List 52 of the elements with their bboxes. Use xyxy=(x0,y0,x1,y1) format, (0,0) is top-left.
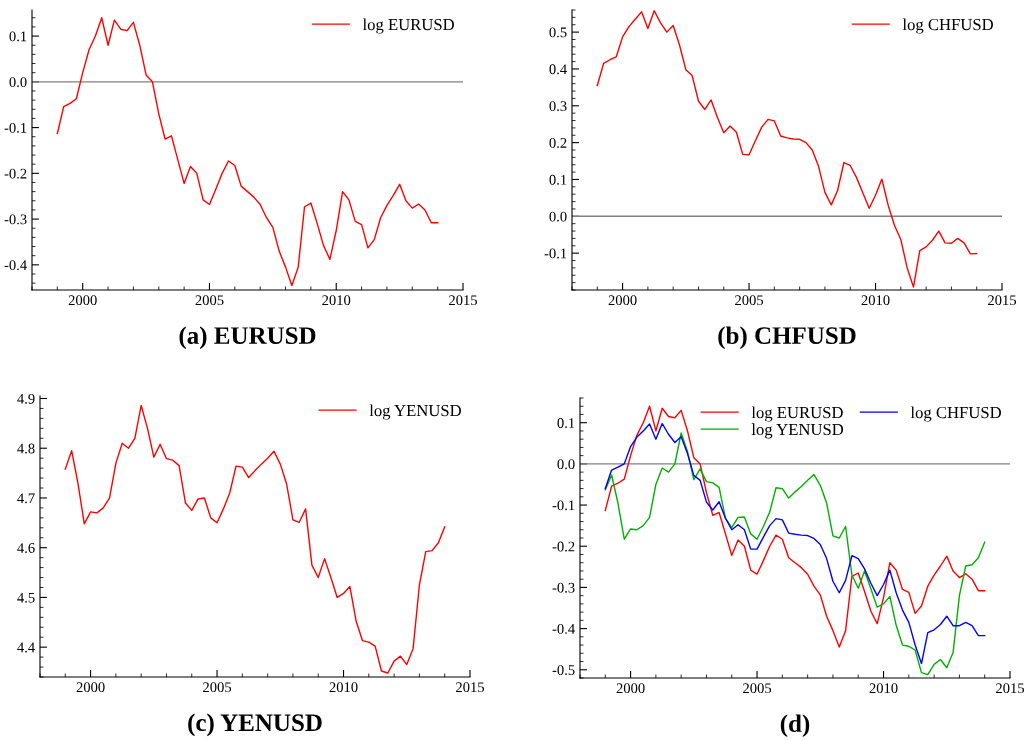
y-tick-label: 4.4 xyxy=(17,642,35,653)
x-tick-label: 2015 xyxy=(996,683,1025,694)
x-tick-label: 2005 xyxy=(735,295,764,306)
x-tick-label: 2005 xyxy=(743,683,772,694)
y-tick-label: 0.2 xyxy=(549,137,567,148)
y-tick-label: 0.0 xyxy=(549,211,567,222)
y-tick-label: 0.3 xyxy=(549,101,567,112)
x-tick-label: 2015 xyxy=(449,295,478,306)
y-tick-label: -0.2 xyxy=(552,541,575,552)
y-tick-label: 4.5 xyxy=(17,592,35,603)
text: (a) EURUSD xyxy=(179,326,316,350)
y-tick-label: -0.1 xyxy=(552,500,575,511)
text: (d) xyxy=(780,714,810,738)
y-tick-label: 0.0 xyxy=(9,77,27,88)
legend-label: log CHFUSD xyxy=(902,18,993,34)
y-tick-label: -0.3 xyxy=(552,582,575,593)
y-tick-label: 0.0 xyxy=(557,459,575,470)
x-tick-label: 2010 xyxy=(329,682,358,693)
x-tick-label: 2000 xyxy=(608,295,637,306)
y-tick-label: 0.1 xyxy=(9,31,27,42)
y-tick-label: -0.4 xyxy=(4,260,27,271)
legend-label: log EURUSD xyxy=(362,18,454,34)
legend-label: log YENUSD xyxy=(751,423,844,439)
x-tick-label: 2005 xyxy=(195,295,224,306)
legend-label: log EURUSD xyxy=(751,406,843,422)
legend-label: log CHFUSD xyxy=(910,406,1001,422)
text: (b) CHFUSD xyxy=(718,326,856,350)
y-tick-label: 0.4 xyxy=(549,64,567,75)
x-tick-label: 2015 xyxy=(456,682,485,693)
x-tick-label: 2010 xyxy=(322,295,351,306)
x-tick-label: 2000 xyxy=(68,295,97,306)
x-tick-label: 2005 xyxy=(203,682,232,693)
y-tick-label: -0.1 xyxy=(4,122,27,133)
y-tick-label: -0.3 xyxy=(4,214,27,225)
y-tick-label: 4.9 xyxy=(17,393,35,404)
y-tick-label: 4.6 xyxy=(17,543,35,553)
text: (c) YENUSD xyxy=(188,713,322,737)
y-tick-label: -0.1 xyxy=(544,248,567,259)
y-tick-label: 4.7 xyxy=(17,493,35,504)
x-tick-label: 2010 xyxy=(861,295,890,306)
x-tick-label: 2010 xyxy=(869,683,898,694)
x-tick-label: 2015 xyxy=(988,295,1017,306)
x-tick-label: 2000 xyxy=(616,683,645,694)
y-tick-label: 0.1 xyxy=(549,174,567,185)
y-tick-label: 0.5 xyxy=(549,27,567,38)
y-tick-label: 0.1 xyxy=(557,418,575,428)
legend-label: log YENUSD xyxy=(369,404,461,420)
y-tick-label: -0.2 xyxy=(4,168,27,179)
y-tick-label: 4.8 xyxy=(17,443,35,454)
y-tick-label: -0.4 xyxy=(552,623,575,634)
x-tick-label: 2000 xyxy=(76,682,105,693)
y-tick-label: -0.5 xyxy=(552,665,575,676)
